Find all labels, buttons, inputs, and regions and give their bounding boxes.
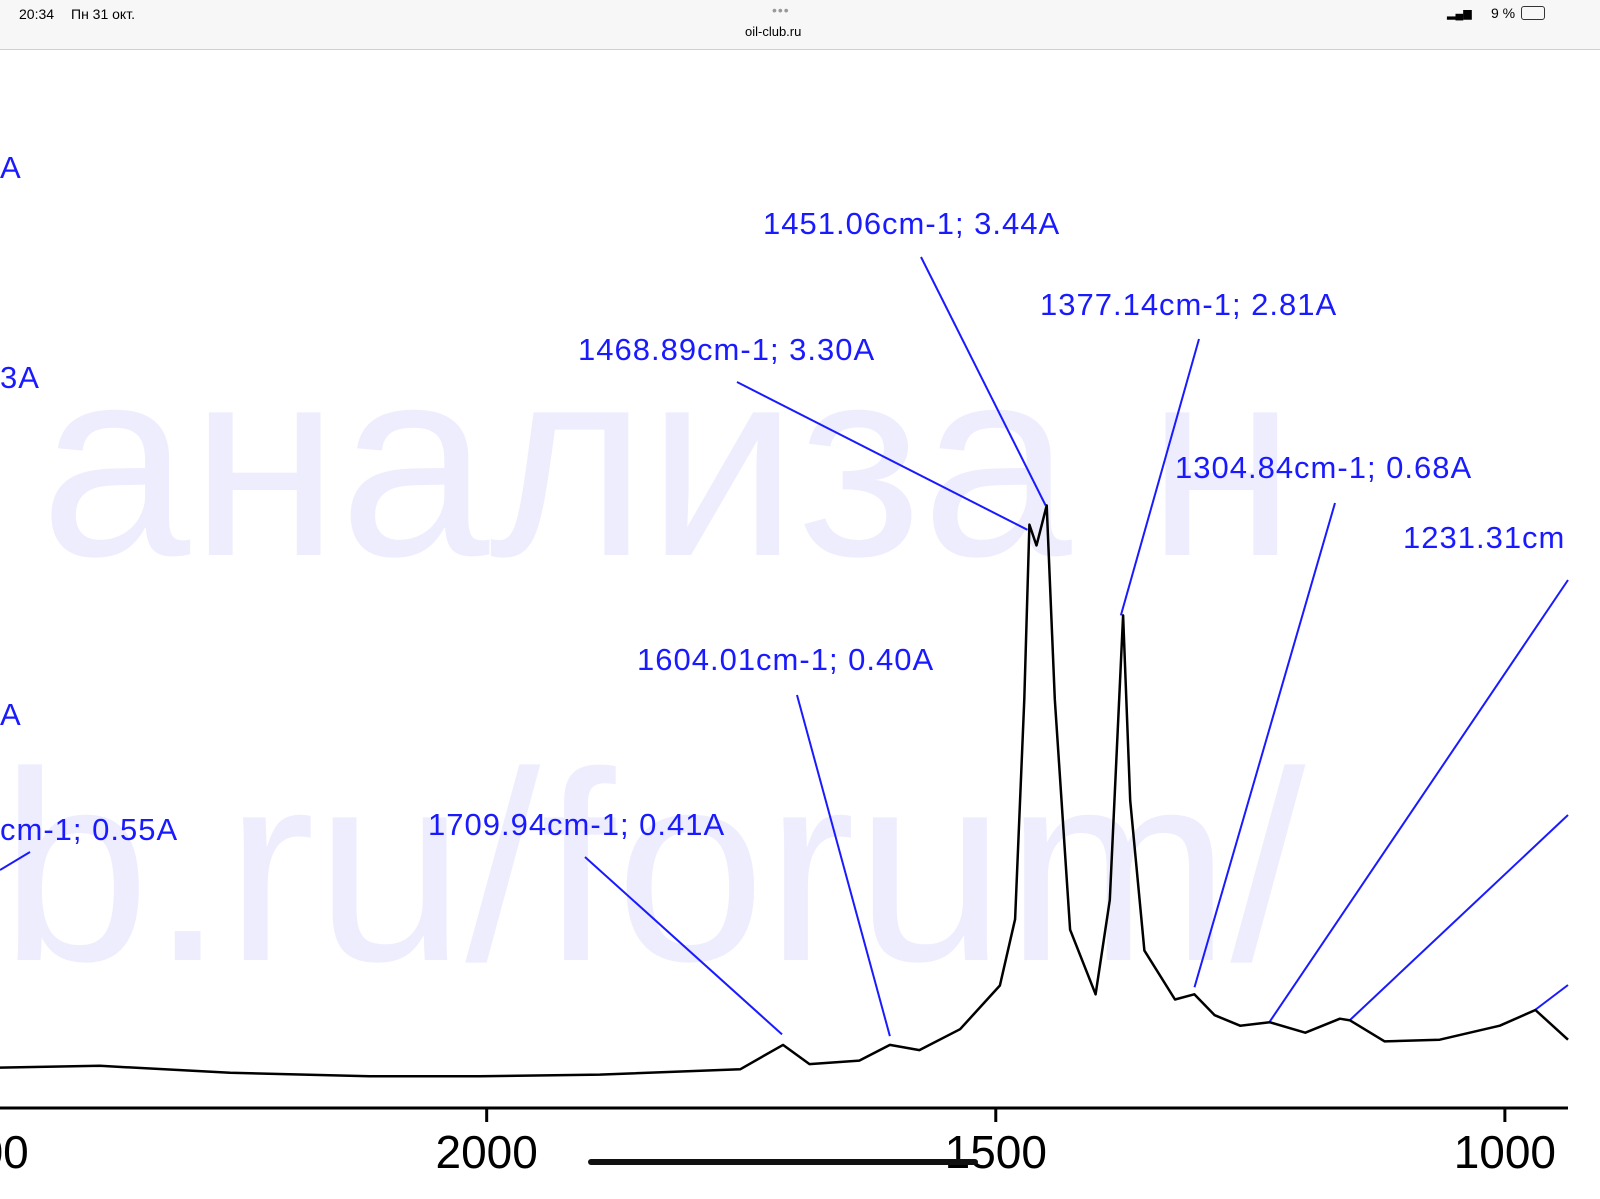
cropped-annotation-label: cm-1; 0.55A (0, 812, 178, 847)
date: Пн 31 окт. (71, 6, 135, 22)
annotation-leader (796, 694, 891, 1037)
watermark: анализа н (40, 312, 1296, 613)
cropped-annotation-label: A (0, 697, 22, 732)
leader-line (1349, 814, 1569, 1021)
leader-line (0, 851, 31, 871)
cropped-annotation-label: A (0, 150, 22, 185)
battery-percent: 9 % (1491, 5, 1516, 21)
x-tick-label: 1500 (945, 1126, 1047, 1178)
x-tick-label: 2500 (0, 1126, 29, 1178)
annotation-label: 1451.06cm-1; 3.44A (763, 206, 1060, 241)
chart: анализа н b.ru/forum/2500 2000 1500 1000 1709… (0, 150, 1569, 1178)
annotation-leader (1119, 338, 1200, 616)
spectrum-line (0, 504, 1569, 1078)
annotation-label: 1231.31cm (1403, 520, 1565, 555)
annotation-leader (736, 381, 1028, 531)
annotation-leader (1193, 502, 1336, 988)
annotation-leader (584, 856, 783, 1036)
cropped-annotation-label: 3A (0, 360, 40, 395)
time: 20:34 (19, 6, 55, 22)
tab-dots[interactable]: ••• (772, 2, 790, 18)
annotation-label: 1468.89cm-1; 3.30A (578, 332, 875, 367)
x-tick-label: 1000 (1454, 1126, 1556, 1178)
url[interactable]: oil-club.ru (745, 24, 802, 39)
annotation-label: 1304.84cm-1; 0.68A (1175, 450, 1472, 485)
annotation-label: 1709.94cm-1; 0.41A (428, 807, 725, 842)
annotation-label: 1377.14cm-1; 2.81A (1040, 287, 1337, 322)
x-tick-label: 2000 (436, 1126, 538, 1178)
leader-line (1534, 984, 1569, 1011)
watermark: b.ru/forum/ (0, 717, 1306, 1018)
home-indicator (588, 1159, 978, 1165)
status-bar: 20:34 Пн 31 окт. ••• oil-club.ru ▂▄▆ 9 % (0, 0, 1600, 50)
annotation-label: 1604.01cm-1; 0.40A (637, 642, 934, 677)
annotation-leader (1268, 579, 1569, 1023)
battery-icon (1521, 6, 1545, 20)
annotation-leader (920, 256, 1047, 506)
signal-icon: ▂▄▆ (1447, 8, 1472, 20)
